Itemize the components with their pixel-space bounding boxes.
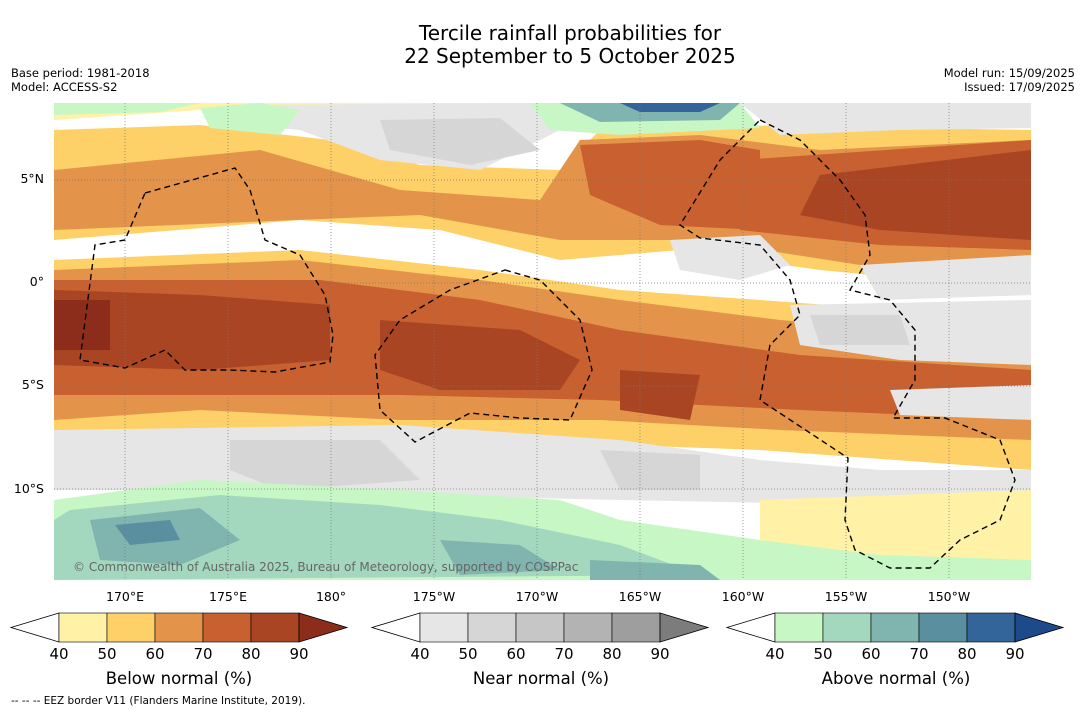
colorbar-below: 40 50 60 70 80 90 [9, 612, 349, 663]
model-run: Model run: 15/09/2025 [943, 66, 1075, 80]
colorbar-segment [106, 612, 156, 643]
colorbar-max-extension [659, 612, 710, 643]
colorbar-segment [966, 612, 1016, 643]
colorbar-tick-label: 80 [602, 645, 621, 663]
colorbar-tick-label: 60 [506, 645, 525, 663]
title-line-1: Tercile rainfall probabilities for [418, 21, 722, 45]
colorbar-min-extension [370, 612, 421, 643]
eez-legend: -- -- -- EEZ border V11 (Flanders Marine… [11, 695, 306, 707]
colorbar-tick-label: 80 [957, 645, 976, 663]
colorbar-segment [58, 612, 108, 643]
probability-field [54, 103, 1031, 580]
colorbar-tick-label: 90 [289, 645, 308, 663]
colorbar-segment [774, 612, 824, 643]
meta-right: Model run: 15/09/2025 Issued: 17/09/2025 [944, 66, 1075, 94]
colorbar-segment [154, 612, 204, 643]
colorbar-segment [822, 612, 872, 643]
colorbar-near: 40 50 60 70 80 90 [370, 612, 710, 663]
grid-lines [54, 103, 1031, 580]
copyright-notice: © Commonwealth of Australia 2025, Bureau… [73, 560, 578, 574]
colorbar-tick-label: 90 [650, 645, 669, 663]
base-period: Base period: 1981-2018 [11, 66, 150, 80]
colorbar-title-above: Above normal (%) [821, 669, 971, 688]
lon-label-160w: 160°W [721, 589, 765, 604]
colorbar-tick-label: 70 [193, 645, 212, 663]
colorbar-tick-label: 80 [241, 645, 260, 663]
colorbar-tick-label: 50 [97, 645, 116, 663]
colorbar-segment [467, 612, 517, 643]
colorbar-segment [563, 612, 613, 643]
colorbar-segment [515, 612, 565, 643]
lon-label-150w: 150°W [927, 589, 971, 604]
colorbar-tick-label: 50 [458, 645, 477, 663]
colorbar-segment [419, 612, 469, 643]
colorbar-tick-label: 40 [410, 645, 429, 663]
colorbar-tick-label: 70 [909, 645, 928, 663]
colorbar-tick-label: 60 [861, 645, 880, 663]
issued-date: Issued: 17/09/2025 [964, 80, 1075, 94]
model-name: Model: ACCESS-S2 [11, 80, 118, 94]
colorbar-segment [250, 612, 300, 643]
lat-label-5s: 5°S [21, 377, 44, 392]
lon-label-165w: 165°W [618, 589, 662, 604]
colorbar-segment [202, 612, 252, 643]
colorbar-min-extension [9, 612, 60, 643]
rainfall-map: © Commonwealth of Australia 2025, Bureau… [54, 103, 1031, 580]
lat-label-10s: 10°S [13, 481, 44, 496]
colorbar-max-extension [1014, 612, 1065, 643]
colorbar-segment [611, 612, 661, 643]
colorbar-tick-label: 50 [813, 645, 832, 663]
colorbar-tick-label: 40 [49, 645, 68, 663]
lon-label-170w: 170°W [515, 589, 559, 604]
colorbar-title-below: Below normal (%) [105, 669, 253, 688]
colorbar-segment [918, 612, 968, 643]
colorbar-segment [870, 612, 920, 643]
meta-left: Base period: 1981-2018 Model: ACCESS-S2 [11, 66, 150, 94]
eez-borders [79, 119, 1016, 569]
lat-label-5n: 5°N [20, 171, 44, 186]
colorbar-tick-label: 70 [554, 645, 573, 663]
lon-label-175w: 175°W [412, 589, 456, 604]
colorbar-tick-label: 40 [765, 645, 784, 663]
title-line-2: 22 September to 5 October 2025 [404, 44, 736, 68]
lon-label-180: 180° [315, 589, 347, 604]
colorbar-max-extension [298, 612, 349, 643]
colorbar-title-near: Near normal (%) [472, 669, 610, 688]
lat-label-0: 0° [29, 274, 44, 289]
colorbar-tick-label: 90 [1005, 645, 1024, 663]
lon-label-170e: 170°E [105, 589, 145, 604]
lon-label-175e: 175°E [208, 589, 248, 604]
colorbar-tick-label: 60 [145, 645, 164, 663]
colorbar-above: 40 50 60 70 80 90 [725, 612, 1065, 663]
lon-label-155w: 155°W [824, 589, 868, 604]
map-title: Tercile rainfall probabilities for 22 Se… [0, 22, 1085, 68]
colorbar-min-extension [725, 612, 776, 643]
